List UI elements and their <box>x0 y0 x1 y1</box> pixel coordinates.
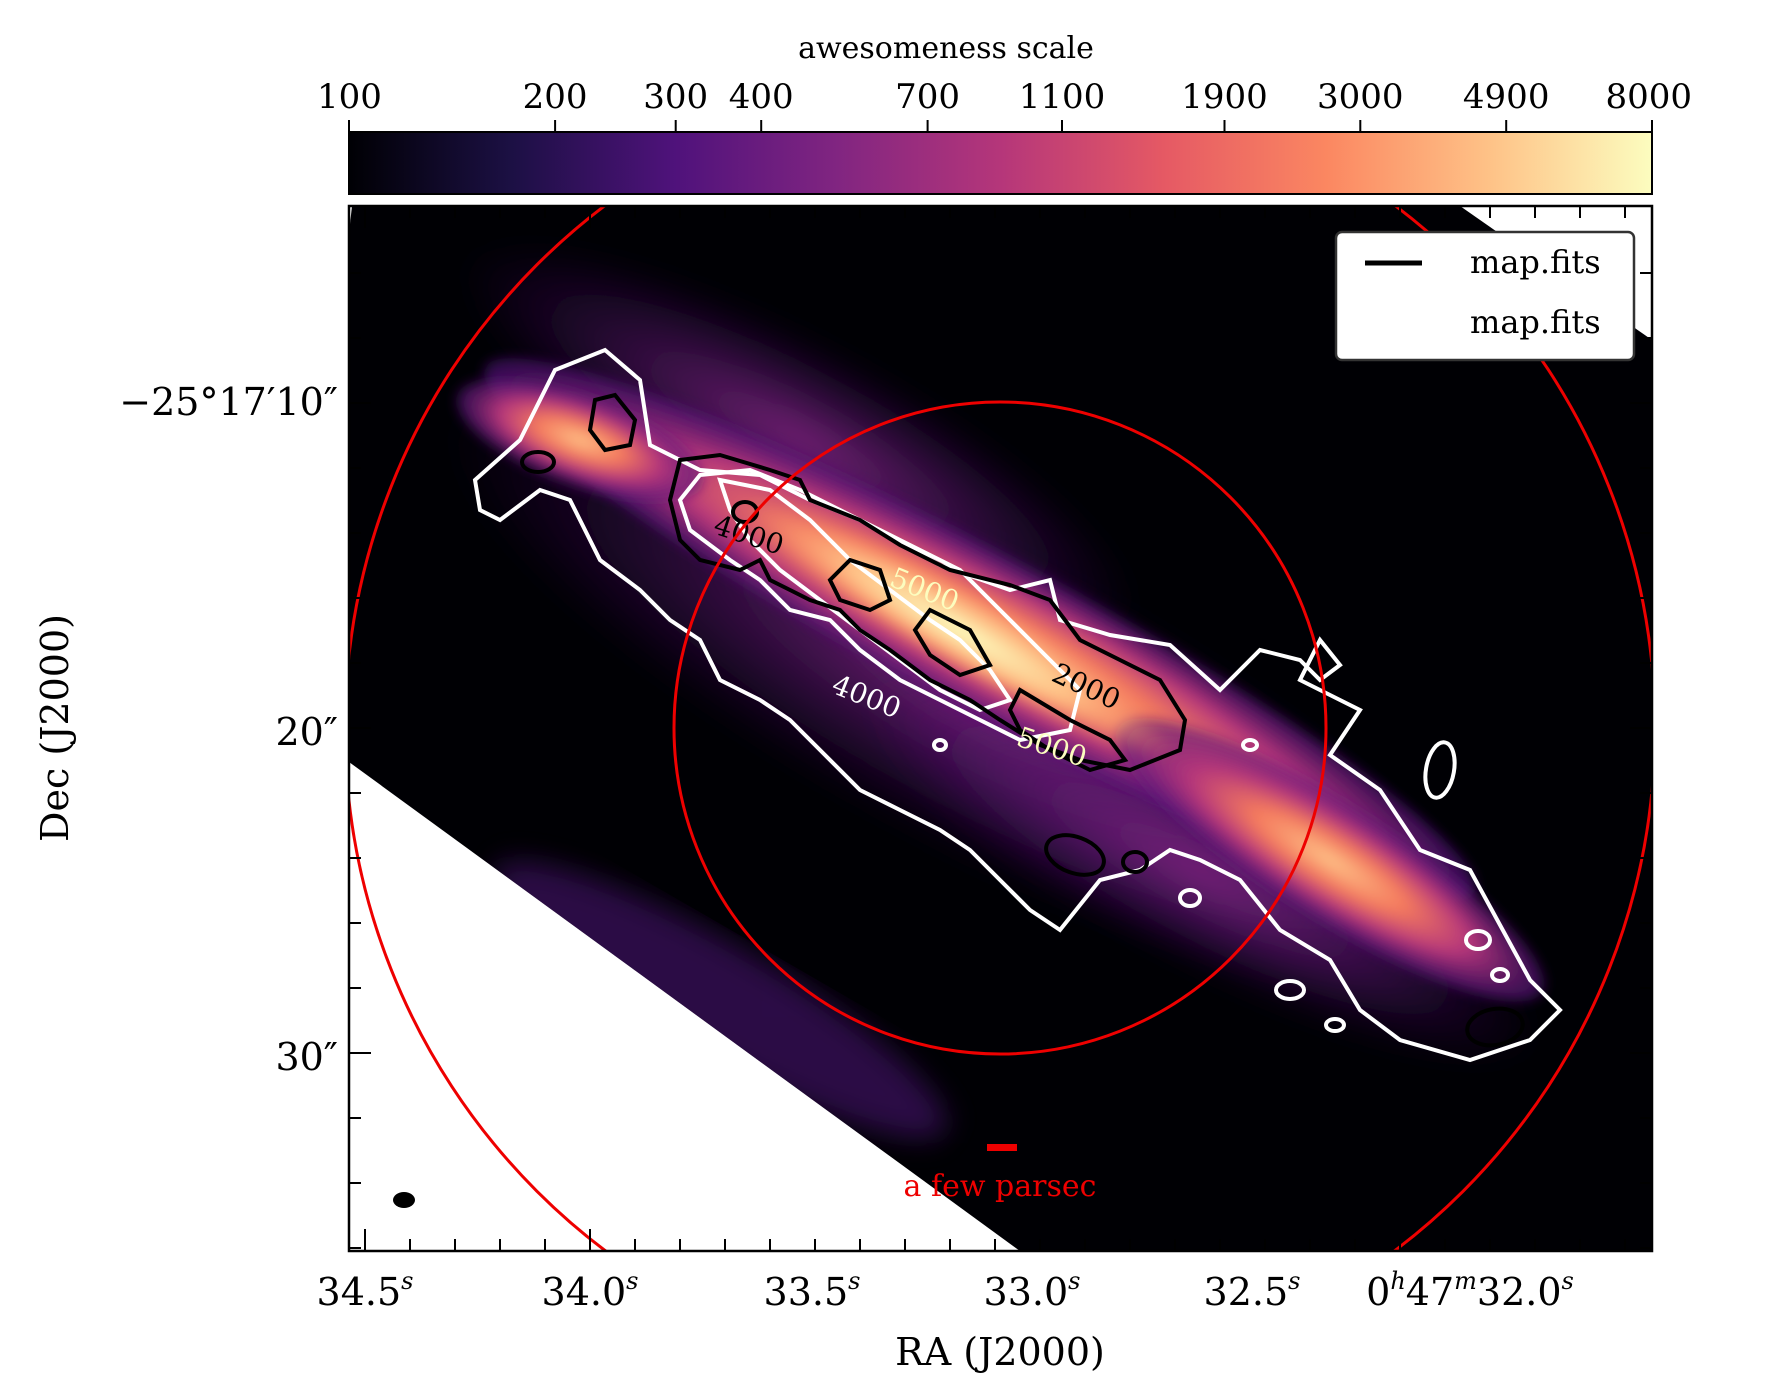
x-tick-label-4: 33.0s <box>984 1267 1081 1314</box>
x-tick-label-3: 33.5s <box>764 1267 861 1314</box>
emission-map <box>445 242 1545 1139</box>
colorbar-tick-label: 300 <box>643 77 708 117</box>
colorbar: awesomeness scale 100 200 300 400 700 1100 190… <box>317 31 1692 195</box>
legend-label-1: map.fits <box>1470 243 1601 281</box>
colorbar-tick-label: 200 <box>523 77 588 117</box>
y-tick-label-2: 20″ <box>275 710 338 754</box>
colorbar-tick-labels: 100 200 300 400 700 1100 1900 3000 4900 8000 <box>317 77 1692 132</box>
black-contour-core-3 <box>1007 687 1129 773</box>
colorbar-tick-label: 1900 <box>1181 77 1268 117</box>
black-contour-west <box>587 392 638 453</box>
colorbar-tick-label: 1100 <box>1019 77 1106 117</box>
y-tick-labels: −25°17′10″ 20″ 30″ <box>119 380 338 1079</box>
colorbar-tick-label: 3000 <box>1317 77 1404 117</box>
black-contour-core-2 <box>912 607 993 678</box>
legend: map.fits map.fits <box>1334 230 1636 362</box>
colorbar-tick-label: 8000 <box>1605 77 1692 117</box>
scalebar-bar <box>987 1144 1017 1151</box>
x-tick-labels: 34.5s 34.0s 33.5s 33.0s 32.5s 0h47m32.0s <box>317 1267 1574 1314</box>
x-tick-label-5: 32.5s <box>1204 1267 1301 1314</box>
black-contours <box>520 392 1525 1048</box>
x-tick-label-6: 0h47m32.0s <box>1366 1267 1574 1314</box>
colorbar-tick-label: 700 <box>895 77 960 117</box>
x-tick-label-1: 34.5s <box>317 1267 414 1314</box>
legend-label-2: map.fits <box>1470 303 1601 341</box>
x-tick-label-2: 34.0s <box>542 1267 639 1314</box>
scalebar: a few parsec <box>904 1144 1097 1204</box>
inner-circle <box>672 400 1328 1056</box>
white-contour-inner-2 <box>717 477 1014 713</box>
colorbar-tick-label: 400 <box>729 77 794 117</box>
beam-ellipse <box>393 1192 415 1208</box>
y-tick-label-1: −25°17′10″ <box>119 380 338 424</box>
x-axis-label: RA (J2000) <box>895 1330 1105 1374</box>
y-tick-label-3: 30″ <box>275 1035 338 1079</box>
colorbar-bar <box>348 131 1653 195</box>
axis-ticks <box>349 206 1652 1251</box>
colorbar-tick-label: 100 <box>317 77 382 117</box>
scalebar-label: a few parsec <box>904 1169 1097 1204</box>
black-contour-core-1 <box>827 557 893 613</box>
aperture-circles <box>349 206 1652 1251</box>
white-contour-inner-1 <box>677 467 1083 743</box>
y-axis-label: Dec (J2000) <box>33 614 77 842</box>
black-contour-main <box>667 452 1188 773</box>
colorbar-label: awesomeness scale <box>798 31 1094 66</box>
map-panel: 4000 5000 2000 4000 5000 a few parsec ma… <box>347 204 1654 1253</box>
colorbar-tick-label: 4900 <box>1463 77 1550 117</box>
